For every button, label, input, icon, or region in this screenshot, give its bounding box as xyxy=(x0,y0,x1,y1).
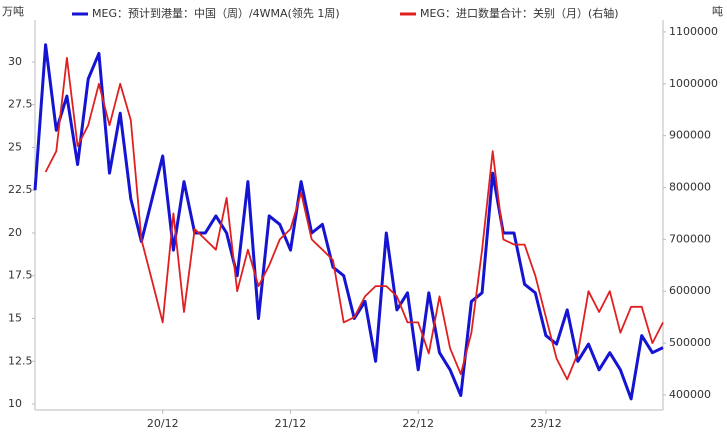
legend-label: MEG：进口数量合计：关别（月）(右轴) xyxy=(420,6,619,20)
x-tick-label: 22/12 xyxy=(402,417,434,430)
y2-tick-label: 1000000 xyxy=(669,77,718,90)
y2-tick-label: 800000 xyxy=(669,181,711,194)
y2-tick-label: 600000 xyxy=(669,284,711,297)
y2-tick-label: 700000 xyxy=(669,232,711,245)
y-tick-label: 25 xyxy=(8,140,22,153)
y2-tick-label: 1100000 xyxy=(669,25,718,38)
y2-tick-label: 400000 xyxy=(669,388,711,401)
y-tick-label: 30 xyxy=(8,55,22,68)
x-tick-label: 21/12 xyxy=(275,417,307,430)
x-tick-label: 20/12 xyxy=(147,417,179,430)
y2-unit: 吨 xyxy=(712,5,723,18)
y-tick-label: 17.5 xyxy=(8,269,33,282)
y-tick-label: 15 xyxy=(8,311,22,324)
y2-tick-label: 500000 xyxy=(669,336,711,349)
legend-label: MEG：预计到港量：中国（周）/4WMA(领先 1周) xyxy=(92,7,340,20)
x-tick-label: 23/12 xyxy=(530,417,562,430)
series-line xyxy=(44,57,664,381)
series-line xyxy=(33,43,664,401)
y-tick-label: 20 xyxy=(8,226,22,239)
y2-tick-label: 900000 xyxy=(669,129,711,142)
y-tick-label: 27.5 xyxy=(8,98,33,111)
y-tick-label: 22.5 xyxy=(8,183,33,196)
y-tick-label: 10 xyxy=(8,397,22,410)
y-unit: 万吨 xyxy=(2,5,24,18)
y-tick-label: 12.5 xyxy=(8,354,33,367)
